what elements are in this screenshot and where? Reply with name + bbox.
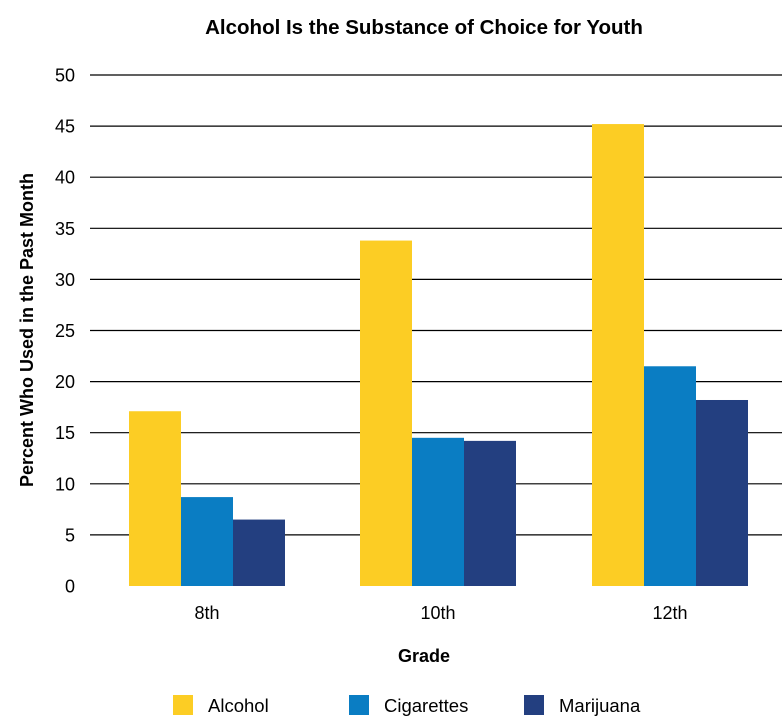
- y-tick-label: 30: [55, 270, 75, 290]
- y-tick-label: 20: [55, 372, 75, 392]
- y-tick-label: 0: [65, 577, 75, 597]
- bar-alcohol-10th: [360, 240, 412, 586]
- legend-label: Alcohol: [208, 695, 269, 716]
- bar-marijuana-12th: [696, 399, 748, 586]
- bars: [129, 124, 748, 586]
- y-tick-label: 35: [55, 219, 75, 239]
- bar-alcohol-12th: [592, 124, 644, 586]
- legend-swatch-marijuana: [524, 695, 544, 715]
- x-tick-label: 10th: [420, 603, 455, 623]
- y-axis-label: Percent Who Used in the Past Month: [17, 173, 37, 487]
- y-tick-label: 10: [55, 474, 75, 494]
- bar-alcohol-8th: [129, 411, 181, 586]
- y-tick-label: 25: [55, 321, 75, 341]
- y-tick-label: 15: [55, 423, 75, 443]
- legend: Alcohol Cigarettes Marijuana: [173, 695, 641, 716]
- chart-title: Alcohol Is the Substance of Choice for Y…: [205, 16, 643, 39]
- y-tick-label: 5: [65, 525, 75, 545]
- bar-marijuana-8th: [233, 519, 285, 586]
- bar-cigarettes-8th: [181, 497, 233, 586]
- y-axis-ticks: 0 5 10 15 20 25 30 35 40 45 50: [55, 66, 75, 597]
- legend-label: Marijuana: [559, 695, 641, 716]
- x-tick-label: 8th: [194, 603, 219, 623]
- gridlines: [90, 74, 782, 536]
- legend-label: Cigarettes: [384, 695, 468, 716]
- y-tick-label: 45: [55, 117, 75, 137]
- bar-cigarettes-12th: [644, 366, 696, 586]
- bar-marijuana-10th: [464, 440, 516, 586]
- bar-cigarettes-10th: [412, 437, 464, 586]
- y-tick-label: 40: [55, 168, 75, 188]
- x-tick-label: 12th: [652, 603, 687, 623]
- legend-swatch-alcohol: [173, 695, 193, 715]
- legend-swatch-cigarettes: [349, 695, 369, 715]
- y-tick-label: 50: [55, 66, 75, 86]
- x-axis-ticks: 8th 10th 12th: [194, 603, 687, 623]
- x-axis-label: Grade: [398, 646, 450, 666]
